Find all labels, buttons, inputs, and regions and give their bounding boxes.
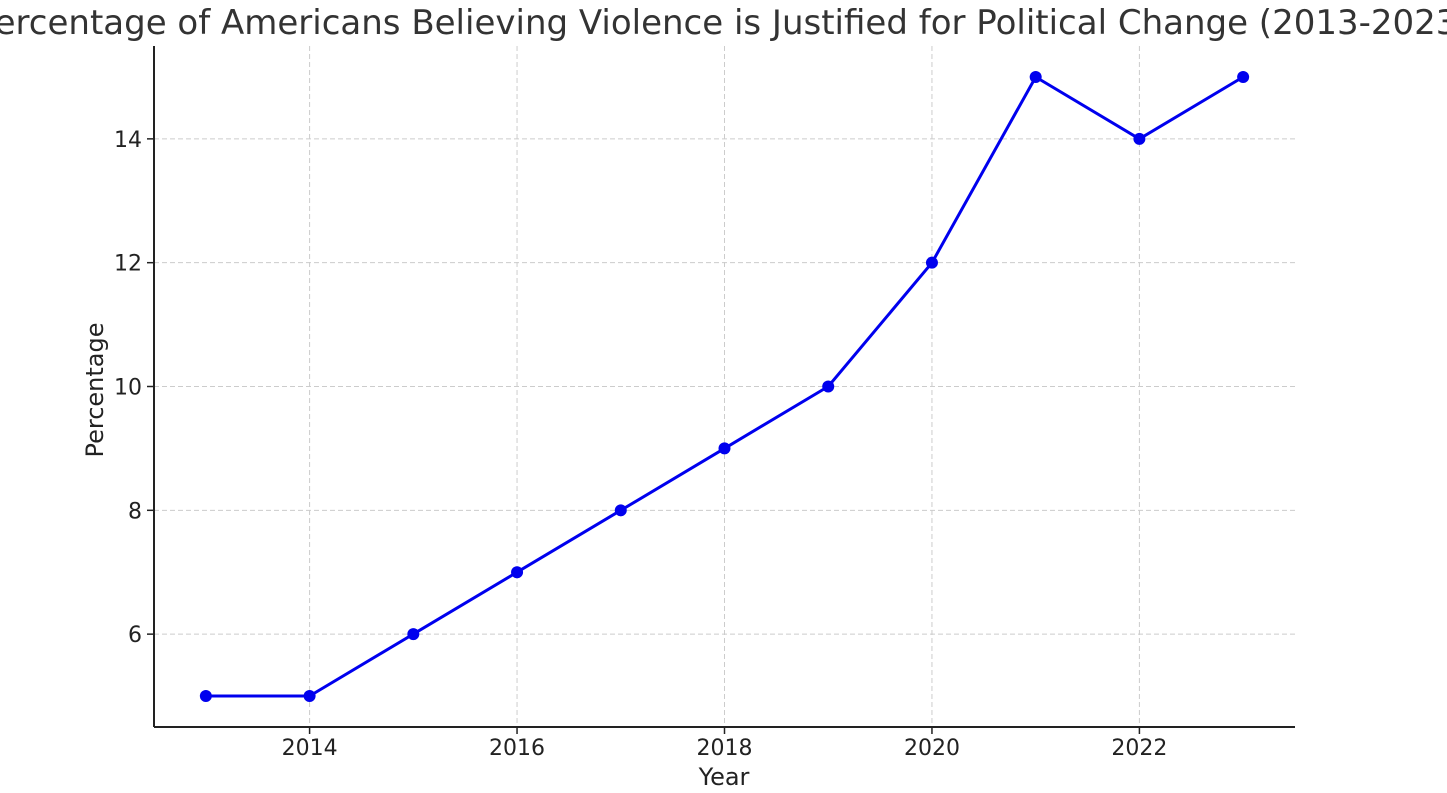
data-point — [199, 690, 212, 703]
data-point — [303, 690, 316, 703]
x-tick-label: 2014 — [282, 736, 338, 761]
x-tick-label: 2016 — [489, 736, 545, 761]
grid — [154, 46, 1295, 727]
axis-ticks: 2014 2016 2018 2020 2022 6 8 10 12 14 — [114, 128, 1167, 761]
chart-title: Percentage of Americans Believing Violen… — [0, 3, 1447, 43]
y-tick-label: 12 — [114, 252, 142, 277]
y-tick-label: 10 — [114, 376, 142, 401]
x-tick-label: 2022 — [1111, 736, 1167, 761]
y-tick-label: 6 — [128, 623, 142, 648]
data-point — [1237, 70, 1250, 83]
data-series — [199, 70, 1250, 703]
data-point — [925, 256, 938, 269]
data-point — [718, 442, 731, 455]
data-point — [1029, 70, 1042, 83]
x-axis-label: Year — [698, 763, 750, 791]
x-tick-label: 2018 — [697, 736, 753, 761]
data-point — [1133, 132, 1146, 145]
y-axis-label: Percentage — [81, 322, 109, 457]
data-point — [407, 628, 420, 641]
x-tick-label: 2020 — [904, 736, 960, 761]
y-tick-label: 14 — [114, 128, 142, 153]
data-point — [822, 380, 835, 393]
data-point — [614, 504, 627, 517]
y-tick-label: 8 — [128, 499, 142, 524]
data-point — [511, 566, 524, 579]
